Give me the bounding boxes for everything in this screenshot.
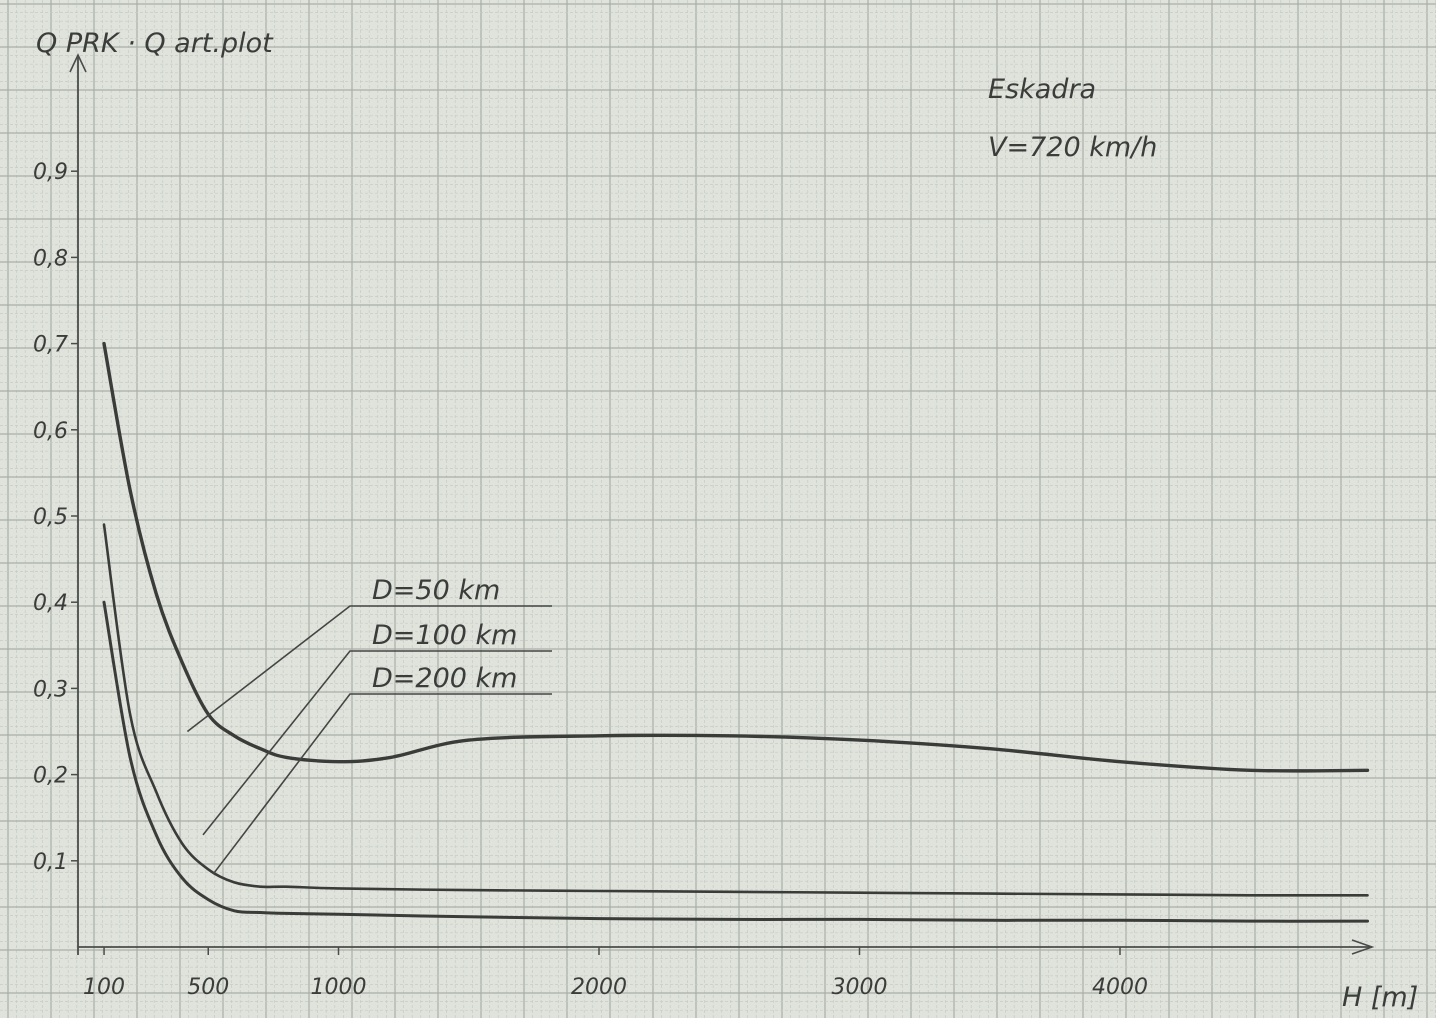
series-line-d100 bbox=[102, 523, 1369, 897]
series-leader-line bbox=[202, 650, 552, 836]
y-tick-label: 0,6 bbox=[33, 419, 68, 444]
y-tick-label: 0,4 bbox=[33, 591, 68, 616]
chart-text: Q PRK · Q art.plot H [m] Eskadra V=720 km/h bbox=[36, 28, 1418, 1013]
series-label-d100: D=100 km bbox=[372, 620, 517, 651]
chart-annotation: Eskadra bbox=[988, 74, 1096, 105]
x-axis-title: H [m] bbox=[1342, 982, 1418, 1013]
chart-annotation: V=720 km/h bbox=[988, 132, 1157, 163]
y-axis-arrow bbox=[69, 53, 87, 73]
x-tick-label: 2000 bbox=[571, 975, 627, 1000]
x-tick-label: 3000 bbox=[832, 975, 888, 1000]
y-axis-title: Q PRK · Q art.plot bbox=[36, 28, 274, 59]
y-tick-label: 0,2 bbox=[33, 764, 68, 789]
series-label-d50: D=50 km bbox=[372, 575, 500, 606]
series-label-d200: D=200 km bbox=[372, 663, 517, 694]
series-leader-line bbox=[212, 693, 552, 875]
y-tick-label: 0,9 bbox=[33, 160, 68, 185]
series-lines bbox=[102, 341, 1370, 923]
x-tick-label: 1000 bbox=[311, 975, 367, 1000]
series-labels: D=50 km D=100 km D=200 km bbox=[186, 575, 552, 875]
y-tick-label: 0,3 bbox=[33, 677, 68, 702]
x-tick-label: 500 bbox=[187, 975, 229, 1000]
series-line-d200 bbox=[102, 600, 1369, 923]
x-tick-label: 100 bbox=[83, 975, 125, 1000]
y-tick-label: 0,8 bbox=[33, 246, 68, 271]
y-tick-label: 0,5 bbox=[33, 505, 68, 530]
series-leader-line bbox=[186, 605, 552, 733]
x-tick-label: 4000 bbox=[1092, 975, 1148, 1000]
x-axis-arrow bbox=[1351, 939, 1375, 955]
axes: 0,1 0,2 0,3 0,4 0,5 0,6 0,7 0,8 0,9 100 500 1000 200… bbox=[33, 53, 1375, 1000]
series-line-d50 bbox=[102, 341, 1370, 773]
y-tick-label: 0,1 bbox=[33, 850, 68, 875]
y-tick-label: 0,7 bbox=[33, 333, 68, 358]
